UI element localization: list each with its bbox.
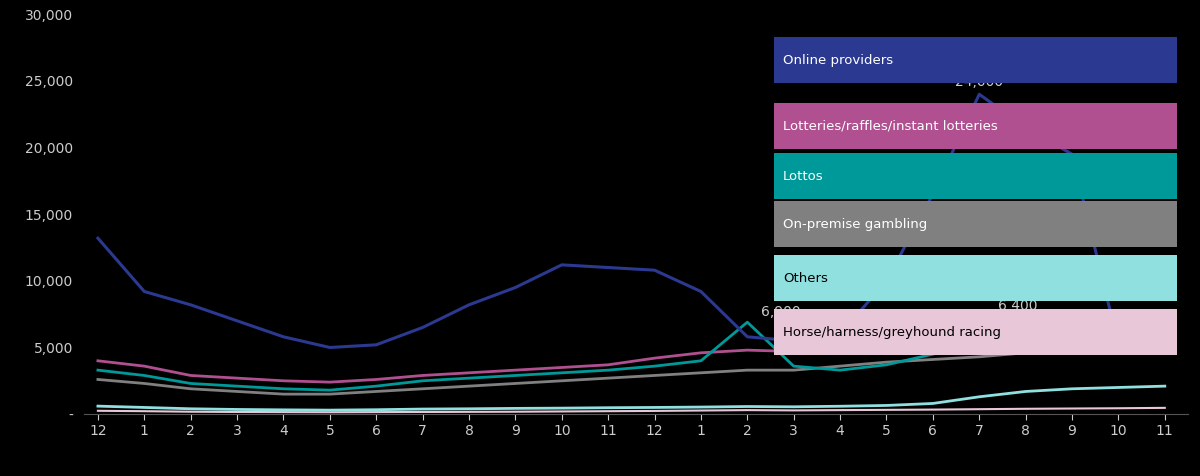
FancyBboxPatch shape — [774, 37, 1177, 83]
FancyBboxPatch shape — [774, 255, 1177, 301]
Text: 6,900: 6,900 — [761, 306, 800, 319]
FancyBboxPatch shape — [774, 201, 1177, 247]
FancyBboxPatch shape — [774, 309, 1177, 355]
Text: Lottos: Lottos — [782, 170, 823, 183]
Text: 24,000: 24,000 — [955, 75, 1003, 89]
Text: 6,400: 6,400 — [998, 299, 1037, 313]
Text: On-premise gambling: On-premise gambling — [782, 218, 928, 231]
FancyBboxPatch shape — [774, 153, 1177, 199]
Text: Horse/harness/greyhound racing: Horse/harness/greyhound racing — [782, 326, 1001, 338]
Text: Online providers: Online providers — [782, 54, 893, 67]
Text: Lotteries/raffles/instant lotteries: Lotteries/raffles/instant lotteries — [782, 120, 997, 133]
Text: Others: Others — [782, 272, 828, 285]
FancyBboxPatch shape — [774, 103, 1177, 149]
